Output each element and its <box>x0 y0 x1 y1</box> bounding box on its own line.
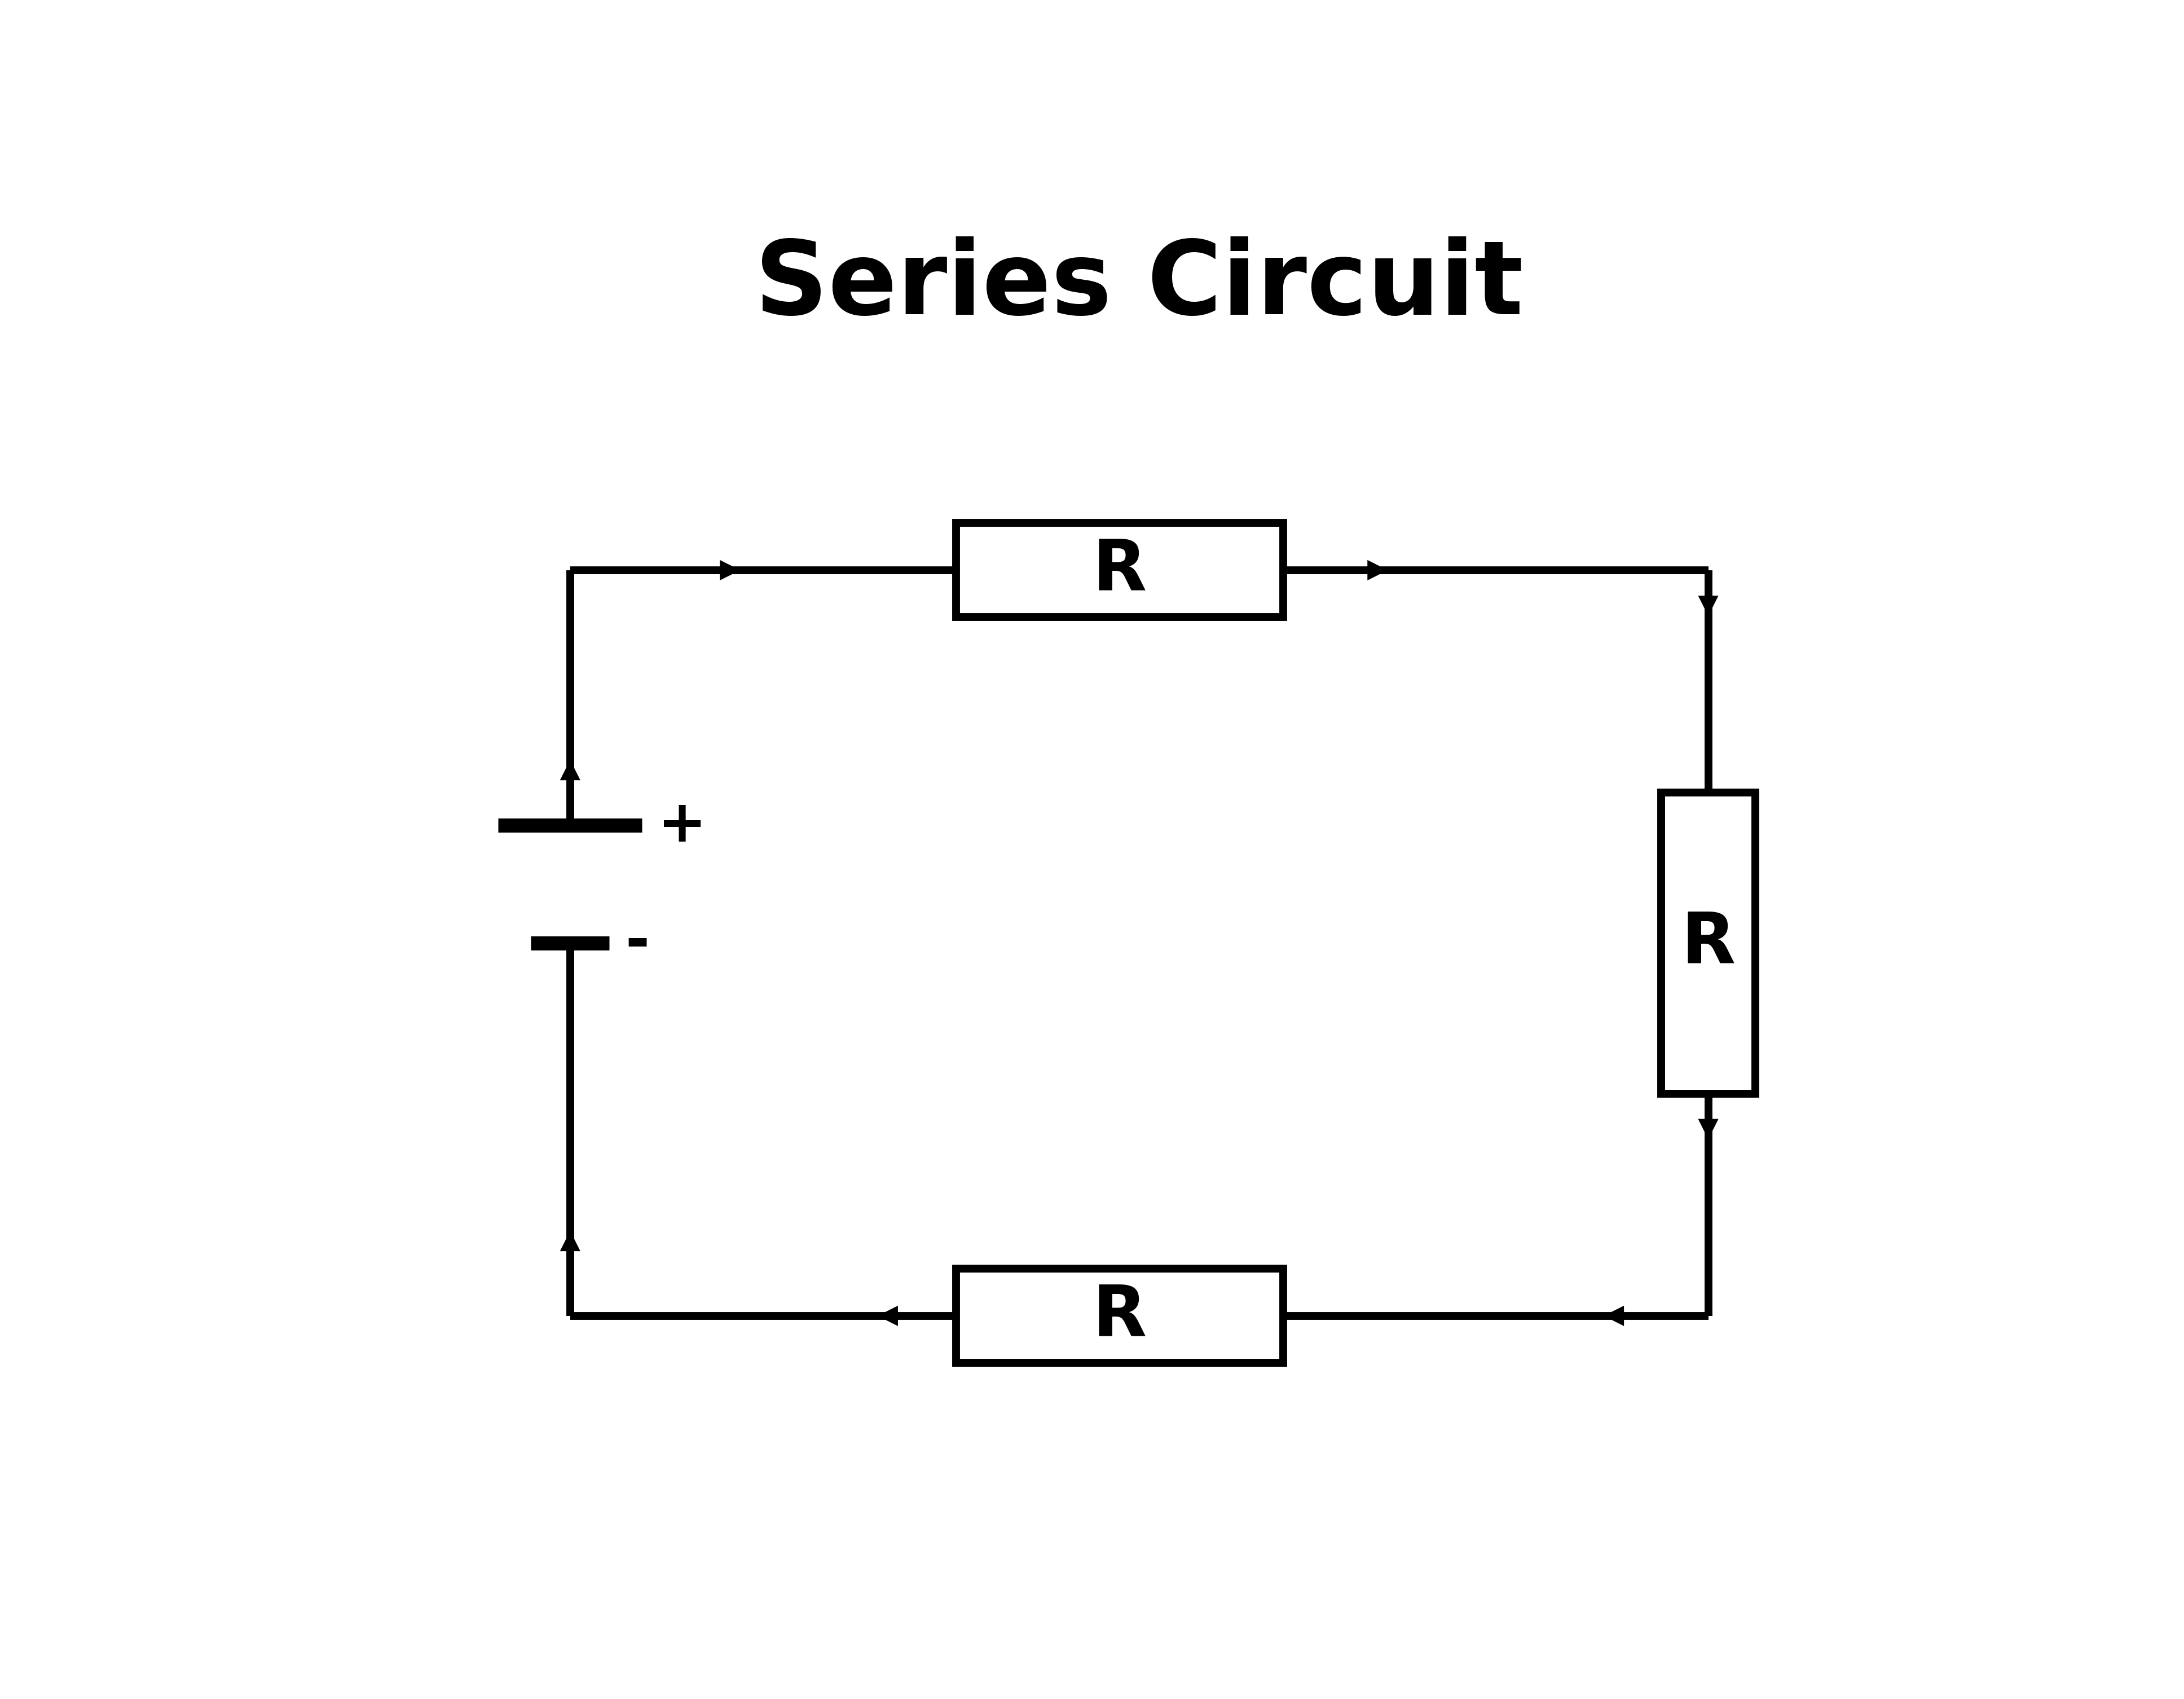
Text: -: - <box>625 914 649 972</box>
Text: Series Circuit: Series Circuit <box>756 236 1522 336</box>
Bar <box>957 1269 1282 1363</box>
Bar <box>957 523 1282 617</box>
Text: R: R <box>1092 1281 1147 1351</box>
Bar <box>1660 792 1756 1094</box>
Text: R: R <box>1092 537 1147 605</box>
Text: R: R <box>1682 909 1734 977</box>
Text: +: + <box>657 797 708 855</box>
